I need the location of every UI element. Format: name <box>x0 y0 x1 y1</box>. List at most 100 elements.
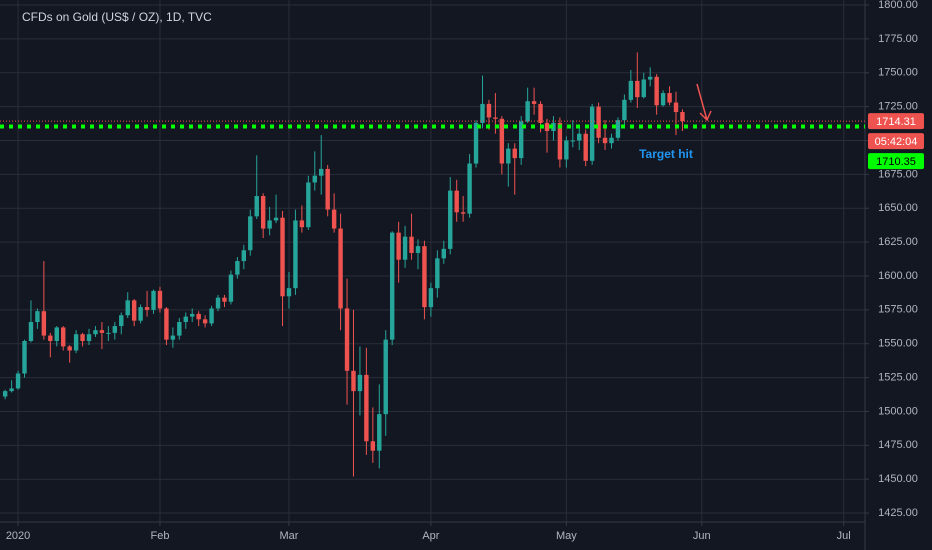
candle-body <box>202 319 208 324</box>
candle-body <box>441 248 446 259</box>
x-tick-label: Apr <box>422 530 439 542</box>
price-label: 1710.35 <box>876 156 916 168</box>
candle-body <box>293 220 298 289</box>
candle-body <box>99 330 105 333</box>
candle-body <box>54 327 59 342</box>
y-tick-label: 1800.00 <box>878 0 918 11</box>
candle-body <box>125 300 130 316</box>
candle-body <box>551 122 556 132</box>
candle-body <box>331 209 337 229</box>
candle-body <box>635 80 640 98</box>
x-tick-label: Feb <box>150 530 169 542</box>
candle-body <box>215 297 221 309</box>
candle-body <box>422 246 427 308</box>
candle-body <box>667 93 672 103</box>
candle-body <box>680 112 685 122</box>
grid <box>0 0 865 522</box>
candle-body <box>428 288 434 308</box>
candle-body <box>183 316 188 323</box>
candle-body <box>267 220 272 229</box>
candle-body <box>190 313 195 317</box>
candle-body <box>93 330 98 335</box>
candle-body <box>415 246 421 253</box>
candle-body <box>377 414 382 451</box>
y-tick-label: 1500.00 <box>878 405 918 417</box>
candle-body <box>467 163 472 214</box>
candle-body <box>448 190 453 249</box>
y-tick-label: 1550.00 <box>878 338 918 350</box>
candle-body <box>493 117 498 119</box>
candle-body <box>248 216 253 251</box>
candle-body <box>177 322 182 336</box>
candle-body <box>164 308 169 340</box>
candle-body <box>518 121 524 159</box>
candle-body <box>48 335 53 342</box>
candle-body <box>499 118 505 164</box>
candle-body <box>557 122 563 160</box>
countdown: 05:42:04 <box>875 136 918 148</box>
candle-body <box>531 101 537 104</box>
candle-body <box>15 373 21 389</box>
candle-body <box>80 334 85 342</box>
x-tick-label: Jun <box>693 530 711 542</box>
y-tick-label: 1525.00 <box>878 371 918 383</box>
candle-body <box>312 175 317 183</box>
candle-body <box>602 137 608 144</box>
candle-body <box>157 290 163 309</box>
candle-body <box>131 300 137 321</box>
candle-body <box>112 326 118 333</box>
candle-body <box>338 228 343 309</box>
candle-body <box>306 182 311 228</box>
x-tick-label: Mar <box>280 530 299 542</box>
candle-body <box>389 232 395 340</box>
candle-body <box>596 106 601 138</box>
candle-body <box>525 101 530 122</box>
candle-body <box>370 441 376 451</box>
candle-body <box>151 290 156 310</box>
y-tick-label: 1475.00 <box>878 439 918 451</box>
candle-body <box>577 133 582 141</box>
candle-body <box>67 346 72 351</box>
candle-body <box>589 106 595 161</box>
candle-body <box>228 274 234 302</box>
y-tick-label: 1625.00 <box>878 236 918 248</box>
candle-body <box>22 341 27 374</box>
candle-body <box>73 334 79 351</box>
candle-body <box>351 370 356 392</box>
candle-body <box>9 388 14 392</box>
candle-body <box>106 332 111 334</box>
y-tick-label: 1450.00 <box>878 473 918 485</box>
candle-body <box>460 212 466 214</box>
candle-body <box>402 236 408 260</box>
candle-body <box>673 102 679 113</box>
candle-body <box>260 196 266 229</box>
candle-body <box>41 311 47 336</box>
candle-body <box>235 261 240 275</box>
y-tick-label: 1425.00 <box>878 507 918 519</box>
y-tick-label: 1750.00 <box>878 67 918 79</box>
candle-body <box>641 79 646 98</box>
candle-body <box>319 168 324 176</box>
candle-body <box>86 334 92 342</box>
candle-body <box>609 137 614 144</box>
candle-body <box>273 217 279 221</box>
y-tick-label: 1725.00 <box>878 101 918 113</box>
candle-body <box>35 311 40 323</box>
candle-body <box>583 133 588 161</box>
candle-body <box>357 374 363 392</box>
candle-body <box>454 190 459 213</box>
y-tick-label: 1650.00 <box>878 202 918 214</box>
candle-body <box>138 307 143 321</box>
chart-title: CFDs on Gold (US$ / OZ), 1D, TVC <box>22 10 212 24</box>
candle-body <box>654 76 659 106</box>
candle-body <box>538 103 543 123</box>
y-tick-label: 1600.00 <box>878 270 918 282</box>
candle-body <box>364 374 369 442</box>
candle-body <box>544 122 550 132</box>
candle-body <box>480 103 485 123</box>
candle-body <box>660 93 666 106</box>
candle-body <box>344 308 350 371</box>
candle-body <box>512 148 517 159</box>
